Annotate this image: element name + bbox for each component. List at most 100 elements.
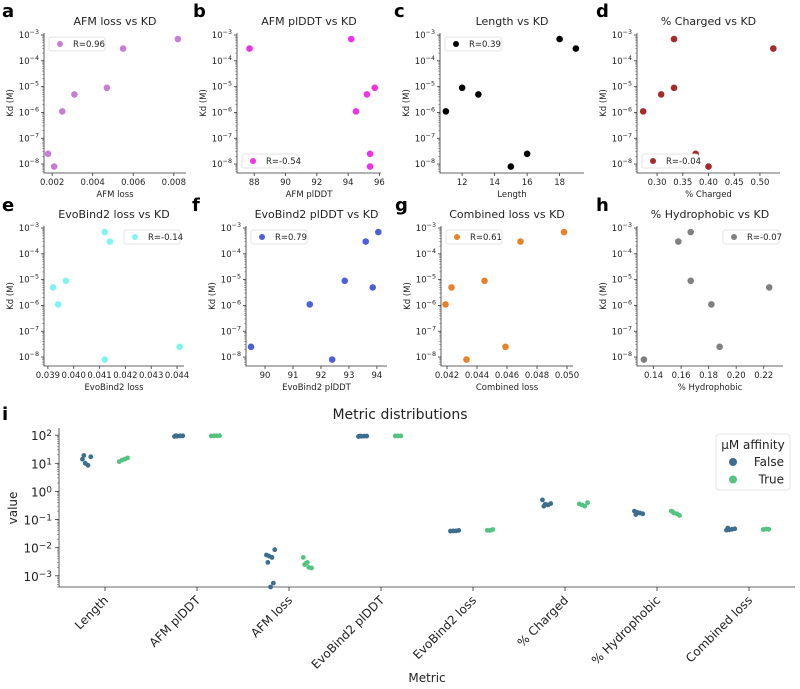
legend-label: R=-0.04 <box>666 157 701 167</box>
y-tick-label: 10−7 <box>19 324 39 337</box>
legend: R=-0.14 <box>123 229 183 245</box>
data-point <box>71 91 78 98</box>
panel-g: g Combined loss vs KD 10−3 10−4 10−5 10−6 10−7… <box>395 195 579 393</box>
legend-marker <box>729 475 737 484</box>
x-tick-label: 0.40 <box>699 178 718 188</box>
y-tick-label: 10−7 <box>612 324 632 337</box>
panel-b: b AFM plDDT vs KD 10−3 10−4 10−5 10−6 10−7 10−8… <box>193 1 385 200</box>
data-point <box>101 228 109 236</box>
x-tick-label: 0.039 <box>36 371 60 381</box>
strip-point-false <box>633 512 639 518</box>
x-tick-label: 0.45 <box>725 178 744 188</box>
data-point <box>556 35 563 43</box>
y-tick-label: 10−7 <box>19 131 39 144</box>
strip-point-false <box>548 501 554 506</box>
panel-letter: f <box>192 195 200 216</box>
x-tick-label: 12 <box>457 178 468 188</box>
x-tick-label: EvoBind2 plDDT <box>309 593 388 672</box>
data-point <box>352 108 360 115</box>
x-tick-label: 0.16 <box>672 371 691 381</box>
y-tick-label: 10−5 <box>612 273 632 286</box>
legend-label: R=0.79 <box>275 233 307 243</box>
panel-d: d % Charged vs KD 10−3 10−4 10−5 10−6 10−7 10−8… <box>596 1 780 200</box>
x-tick-label: AFM loss <box>248 593 295 640</box>
x-tick-label: 0.042 <box>435 371 459 381</box>
y-tick-label: 10−4 <box>212 54 232 67</box>
x-axis-label: AFM plDDT <box>286 190 334 200</box>
legend-label: R=-0.54 <box>266 157 301 167</box>
y-tick-label: 10−4 <box>612 54 632 67</box>
data-point <box>176 343 183 351</box>
data-point <box>716 343 723 351</box>
legend-marker <box>259 234 265 240</box>
y-tick-label: 10−7 <box>221 324 241 337</box>
axes-spine <box>43 33 186 174</box>
panel-letter: h <box>596 195 609 216</box>
panel-c: c Length vs KD 10−3 10−4 10−5 10−6 10−7 10−8 12 1… <box>394 1 584 200</box>
legend-marker <box>250 158 256 164</box>
x-tick-label: Combined loss <box>683 593 755 665</box>
x-tick-label: 91 <box>288 371 299 381</box>
y-tick-label: 10−3 <box>221 221 241 234</box>
y-axis-label: Kd (M) <box>599 89 609 117</box>
axes-spine <box>245 226 387 367</box>
legend-label: R=0.96 <box>73 40 105 50</box>
panel-title: % Hydrophobic vs KD <box>651 208 769 221</box>
panel-f: f EvoBind2 plDDT vs KD 10−3 10−4 10−5 10−6 10−… <box>192 195 387 393</box>
data-point <box>375 228 382 236</box>
data-point <box>458 84 466 92</box>
strip-point-true <box>490 527 496 532</box>
x-tick-label: 0.048 <box>525 371 549 381</box>
panel-letter: d <box>596 1 609 22</box>
data-point <box>106 238 114 245</box>
data-point <box>347 35 355 43</box>
strip-point-false <box>180 433 186 439</box>
axes-spine <box>439 33 584 174</box>
strip-point-false <box>269 555 275 560</box>
strip-point-false <box>640 511 646 517</box>
legend-marker <box>650 158 656 164</box>
x-tick-label: AFM plDDT <box>147 593 204 650</box>
y-tick-label: 10−4 <box>612 247 632 260</box>
y-axis-label: Kd (M) <box>6 89 16 117</box>
x-tick-label: 0.14 <box>644 371 663 381</box>
panel-title: EvoBind2 plDDT vs KD <box>255 208 379 221</box>
data-point <box>363 91 371 98</box>
data-point <box>119 45 127 52</box>
y-tick-label: 10−4 <box>415 54 435 67</box>
data-point <box>675 238 682 245</box>
legend-marker <box>57 41 63 47</box>
legend: R=-0.04 <box>641 153 701 169</box>
strip-point-false <box>88 454 94 460</box>
y-tick-label: 10−8 <box>212 157 232 170</box>
axes-spine <box>636 226 783 367</box>
x-tick-label: 90 <box>260 371 271 381</box>
x-tick-label: 96 <box>374 178 385 188</box>
strip-point-false <box>85 462 91 468</box>
data-point <box>687 277 695 285</box>
x-tick-label: 0.18 <box>699 371 718 381</box>
y-tick-label: 10−7 <box>415 131 435 144</box>
strip-point-false <box>81 453 87 458</box>
y-tick-label: 10−3 <box>23 570 52 584</box>
data-point <box>246 45 253 52</box>
y-tick-label: 10−3 <box>612 221 632 234</box>
legend-marker <box>731 234 737 240</box>
y-tick-label: 10−8 <box>19 350 39 363</box>
legend-marker <box>132 234 138 240</box>
legend: R=-0.54 <box>241 153 301 169</box>
y-tick-label: 10−4 <box>416 247 436 260</box>
legend-label: R=0.61 <box>470 233 502 243</box>
data-point <box>369 284 377 291</box>
legend-label: R=-0.14 <box>148 233 183 243</box>
y-tick-label: 10−2 <box>23 542 52 556</box>
legend: R=0.96 <box>48 36 106 52</box>
y-axis-label: Kd (M) <box>199 89 209 117</box>
y-tick-label: 10−6 <box>221 298 241 311</box>
x-tick-label: 0.35 <box>673 178 692 188</box>
data-point <box>103 84 111 92</box>
data-point <box>639 108 647 115</box>
strip-point-true <box>125 455 130 461</box>
y-tick-label: 10−6 <box>19 105 39 118</box>
